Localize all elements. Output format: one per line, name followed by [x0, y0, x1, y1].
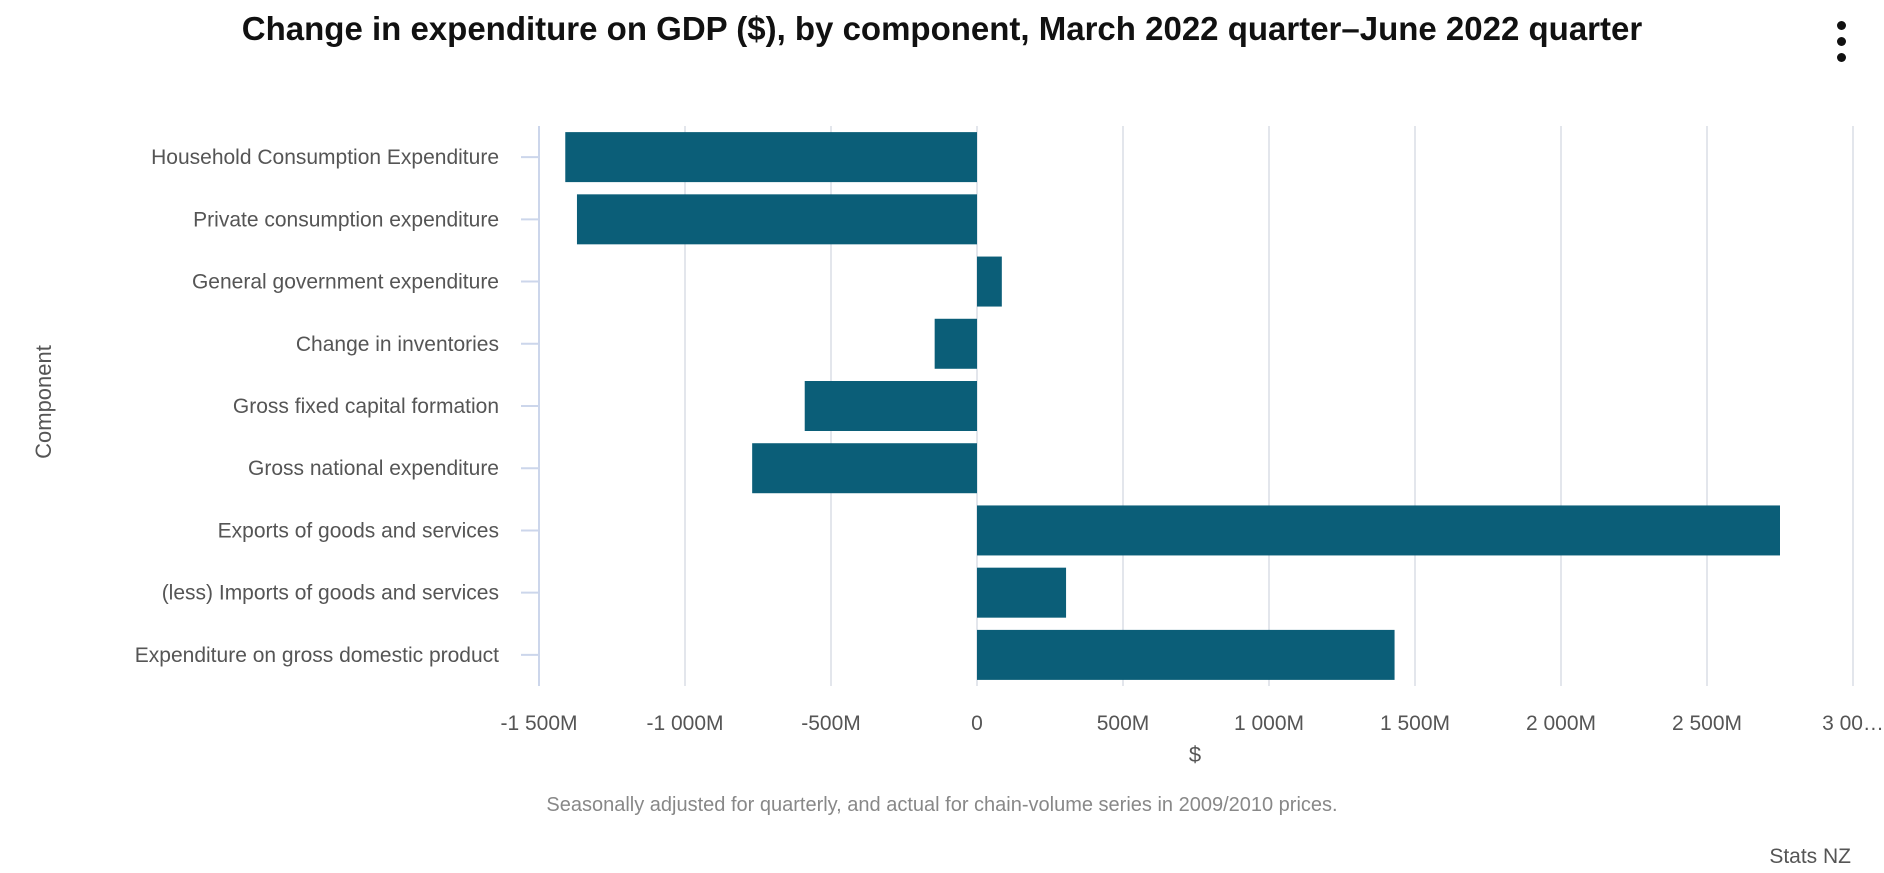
- bar: [977, 567, 1067, 618]
- menu-dot: [1837, 21, 1846, 30]
- bar: [977, 256, 1002, 307]
- category-label: Expenditure on gross domestic product: [135, 644, 499, 667]
- menu-dot: [1837, 53, 1846, 62]
- bar: [977, 505, 1780, 556]
- category-labels: Household Consumption Expenditure Private…: [135, 146, 499, 667]
- x-tick-label: -1 000M: [646, 712, 723, 735]
- x-tick-label: 2 000M: [1526, 712, 1596, 735]
- x-tick-label: 500M: [1097, 712, 1150, 735]
- category-label: Gross fixed capital formation: [233, 395, 499, 418]
- chart-title: Change in expenditure on GDP ($), by com…: [241, 10, 1643, 47]
- x-tick-label: 3 00…: [1822, 712, 1884, 735]
- credits-link[interactable]: Stats NZ: [1769, 845, 1851, 868]
- category-label: General government expenditure: [192, 271, 499, 294]
- chart-caption: Seasonally adjusted for quarterly, and a…: [546, 794, 1338, 816]
- bar: [804, 381, 977, 431]
- bar: [565, 132, 977, 183]
- x-tick-label: -1 500M: [500, 712, 577, 735]
- category-label: Exports of goods and services: [218, 519, 499, 542]
- x-tick-labels: -1 500M -1 000M -500M 0 500M 1 000M 1 500M 2 00…: [500, 712, 1883, 735]
- x-tick-label: 1 500M: [1380, 712, 1450, 735]
- category-label: Household Consumption Expenditure: [151, 146, 499, 169]
- chart-menu-button[interactable]: [1830, 20, 1854, 64]
- category-label: Change in inventories: [296, 333, 499, 356]
- x-tick-label: 1 000M: [1234, 712, 1304, 735]
- bar: [977, 629, 1395, 680]
- category-label: Private consumption expenditure: [193, 208, 499, 231]
- bar: [576, 194, 977, 245]
- x-tick-label: -500M: [801, 712, 861, 735]
- x-tick-label: 2 500M: [1672, 712, 1742, 735]
- category-label: (less) Imports of goods and services: [162, 582, 499, 605]
- x-tick-label: 0: [971, 712, 983, 735]
- x-axis-title: $: [1189, 742, 1201, 767]
- menu-dot: [1837, 37, 1846, 46]
- bar: [934, 318, 977, 369]
- bar: [752, 443, 977, 494]
- y-axis-title: Component: [31, 345, 56, 459]
- category-label: Gross national expenditure: [248, 457, 499, 480]
- bars: [565, 132, 1780, 680]
